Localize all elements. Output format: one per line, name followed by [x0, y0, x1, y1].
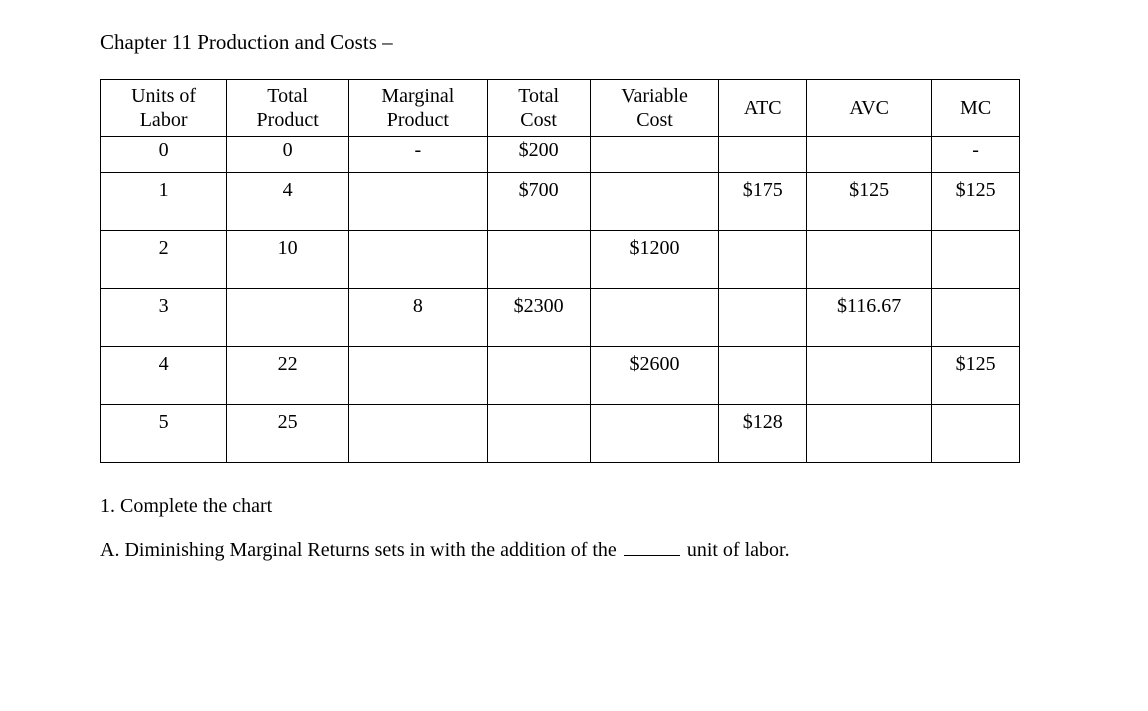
cell: $200 — [487, 137, 590, 173]
col-header: VariableCost — [590, 80, 719, 137]
cell: 1 — [101, 173, 227, 231]
table-row: 3 8 $2300 $116.67 — [101, 289, 1020, 347]
cell: $125 — [807, 173, 932, 231]
table-row: 5 25 $128 — [101, 405, 1020, 463]
cell — [932, 405, 1020, 463]
cell: $2300 — [487, 289, 590, 347]
cell: $128 — [719, 405, 807, 463]
cell: $116.67 — [807, 289, 932, 347]
col-header: TotalProduct — [227, 80, 349, 137]
cell — [932, 289, 1020, 347]
col-header: MC — [932, 80, 1020, 137]
col-header: TotalCost — [487, 80, 590, 137]
table-row: 4 22 $2600 $125 — [101, 347, 1020, 405]
cost-table: Units ofLabor TotalProduct MarginalProdu… — [100, 79, 1020, 463]
cell — [349, 347, 487, 405]
cell: $125 — [932, 347, 1020, 405]
cell: - — [349, 137, 487, 173]
col-header: ATC — [719, 80, 807, 137]
cell: 22 — [227, 347, 349, 405]
cell: $175 — [719, 173, 807, 231]
col-header: MarginalProduct — [349, 80, 487, 137]
cell: 4 — [101, 347, 227, 405]
cell: 8 — [349, 289, 487, 347]
col-header: Units ofLabor — [101, 80, 227, 137]
question-a-after: unit of labor. — [682, 539, 790, 561]
cell: 3 — [101, 289, 227, 347]
cell: 10 — [227, 231, 349, 289]
cell — [807, 405, 932, 463]
table-row: 0 0 - $200 - — [101, 137, 1020, 173]
cell — [349, 405, 487, 463]
page-title: Chapter 11 Production and Costs – — [100, 30, 1048, 55]
table-header-row: Units ofLabor TotalProduct MarginalProdu… — [101, 80, 1020, 137]
cell: - — [932, 137, 1020, 173]
cell — [590, 289, 719, 347]
cell — [719, 347, 807, 405]
cell — [719, 231, 807, 289]
cell — [349, 231, 487, 289]
cell — [807, 137, 932, 173]
cell: $700 — [487, 173, 590, 231]
cell: 0 — [101, 137, 227, 173]
question-a-before: A. Diminishing Marginal Returns sets in … — [100, 539, 622, 561]
cell — [719, 289, 807, 347]
cell — [590, 173, 719, 231]
cell — [932, 231, 1020, 289]
cell — [487, 231, 590, 289]
cell: $1200 — [590, 231, 719, 289]
cell: 5 — [101, 405, 227, 463]
cell — [590, 137, 719, 173]
table-row: 1 4 $700 $175 $125 $125 — [101, 173, 1020, 231]
cell: $125 — [932, 173, 1020, 231]
cell: 0 — [227, 137, 349, 173]
cell: 4 — [227, 173, 349, 231]
cell — [807, 347, 932, 405]
table-row: 2 10 $1200 — [101, 231, 1020, 289]
question-a: A. Diminishing Marginal Returns sets in … — [100, 536, 1048, 562]
fill-in-blank — [624, 536, 680, 556]
cell — [807, 231, 932, 289]
question-1: 1. Complete the chart — [100, 495, 1048, 518]
cell — [487, 347, 590, 405]
cell — [719, 137, 807, 173]
col-header: AVC — [807, 80, 932, 137]
cell — [590, 405, 719, 463]
cell: $2600 — [590, 347, 719, 405]
cell: 25 — [227, 405, 349, 463]
cell — [487, 405, 590, 463]
cell — [227, 289, 349, 347]
cell: 2 — [101, 231, 227, 289]
cell — [349, 173, 487, 231]
